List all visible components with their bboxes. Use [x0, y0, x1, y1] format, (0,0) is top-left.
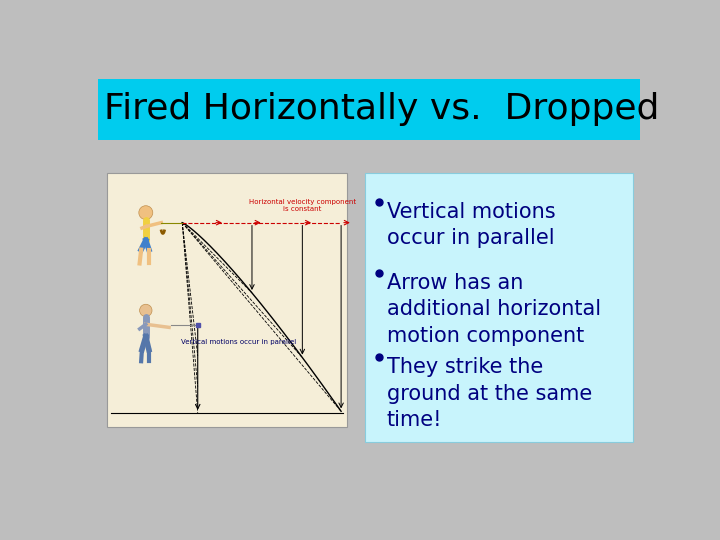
- FancyBboxPatch shape: [365, 173, 632, 442]
- Circle shape: [139, 206, 153, 220]
- Text: Vertical motions
occur in parallel: Vertical motions occur in parallel: [387, 202, 555, 248]
- Text: Horizontal velocity component
is constant: Horizontal velocity component is constan…: [249, 199, 356, 212]
- Text: Fired Horizontally vs.  Dropped: Fired Horizontally vs. Dropped: [104, 92, 660, 126]
- FancyBboxPatch shape: [107, 173, 347, 427]
- FancyBboxPatch shape: [98, 79, 640, 140]
- Circle shape: [140, 304, 152, 316]
- Text: Vertical motions occur in parallel: Vertical motions occur in parallel: [181, 339, 297, 345]
- Text: They strike the
ground at the same
time!: They strike the ground at the same time!: [387, 357, 592, 430]
- Text: Arrow has an
additional horizontal
motion component: Arrow has an additional horizontal motio…: [387, 273, 601, 346]
